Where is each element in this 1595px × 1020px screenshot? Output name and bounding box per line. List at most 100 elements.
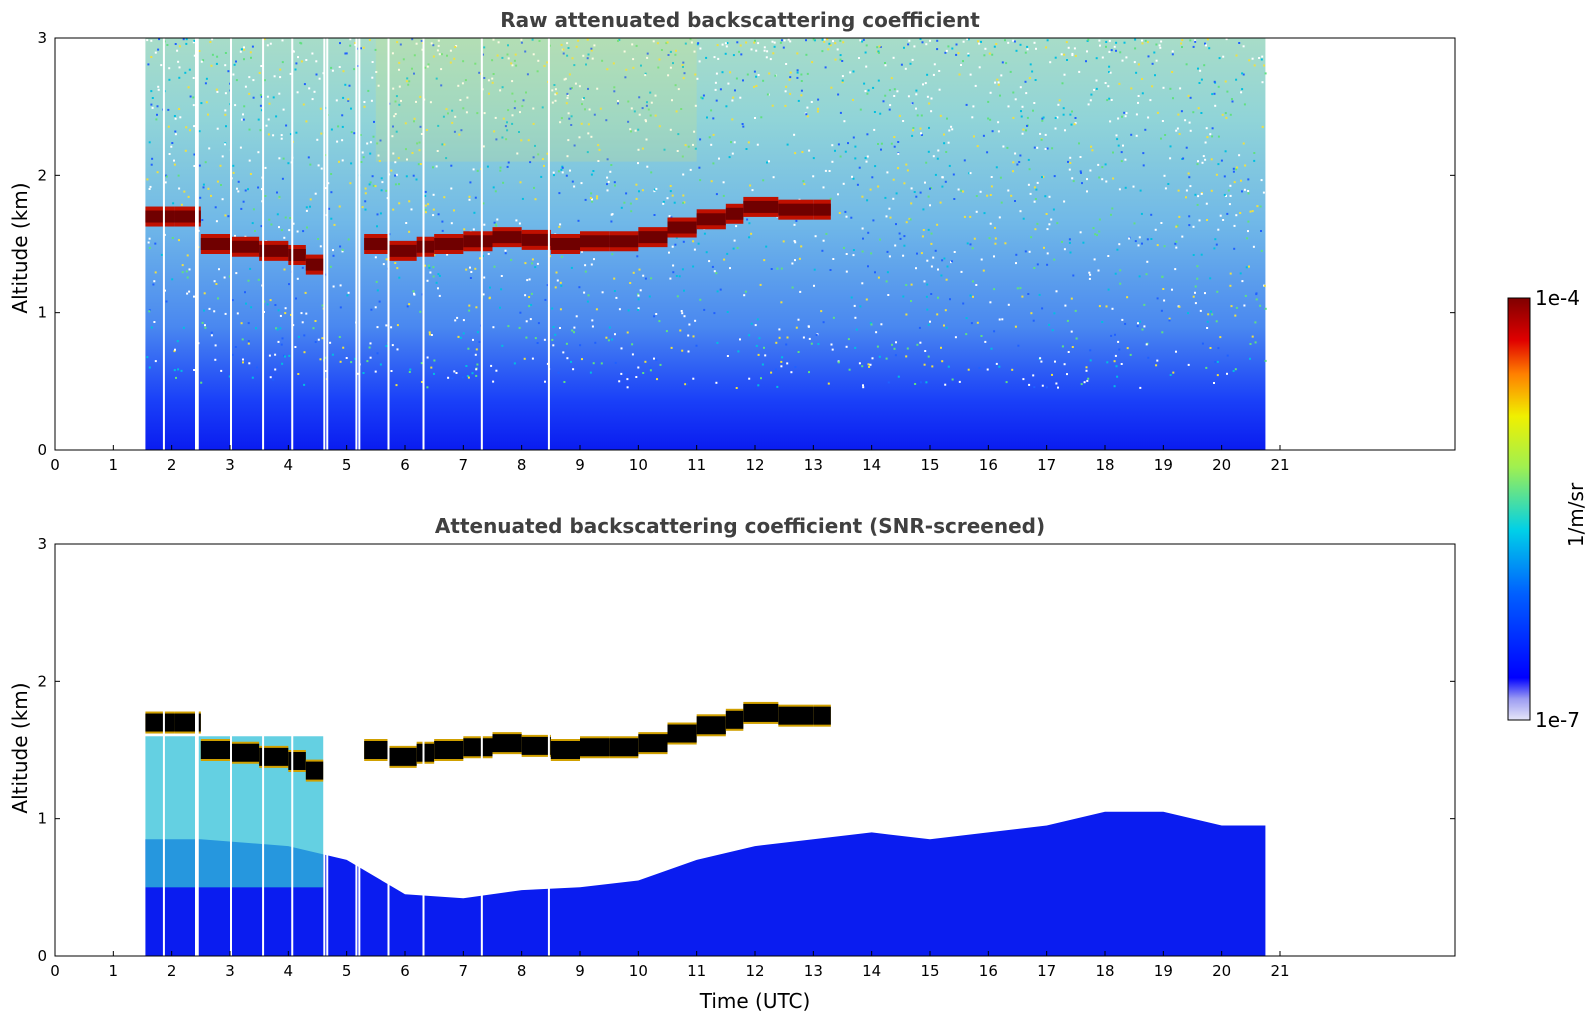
noise-speckle-dot	[524, 262, 527, 265]
noise-speckle-dot	[347, 238, 350, 241]
noise-speckle-dot	[644, 72, 647, 75]
noise-speckle-dot	[491, 59, 494, 62]
noise-speckle-dot	[864, 51, 867, 54]
x-tick-label: 7	[459, 962, 469, 980]
noise-speckle-dot	[1160, 222, 1163, 224]
noise-speckle-dot	[949, 298, 951, 301]
noise-speckle-dot	[1125, 112, 1128, 115]
noise-speckle-dot	[1086, 39, 1089, 42]
noise-speckle-dot	[821, 50, 824, 53]
noise-speckle-dot	[296, 91, 299, 94]
noise-speckle-dot	[915, 107, 917, 110]
noise-speckle-dot	[839, 111, 842, 114]
noise-speckle-dot	[1137, 244, 1140, 247]
noise-speckle-dot	[415, 100, 417, 103]
noise-speckle-dot	[476, 363, 479, 366]
cloud-layer-core	[609, 235, 639, 248]
noise-speckle-dot	[1086, 190, 1088, 193]
noise-speckle-dot	[1200, 78, 1203, 81]
noise-speckle-dot	[1251, 57, 1254, 60]
noise-speckle-dot	[406, 77, 409, 80]
noise-speckle-dot	[687, 350, 690, 353]
noise-speckle-dot	[676, 295, 679, 298]
noise-speckle-dot	[862, 38, 865, 41]
noise-speckle-dot	[929, 187, 931, 190]
noise-speckle-dot	[854, 316, 857, 319]
noise-speckle-dot	[1125, 56, 1128, 59]
noise-speckle-dot	[646, 101, 648, 104]
noise-speckle-dot	[926, 283, 929, 286]
noise-speckle-dot	[1093, 258, 1096, 261]
noise-speckle-dot	[586, 38, 589, 41]
noise-speckle-dot	[580, 122, 583, 125]
noise-speckle-dot	[193, 369, 196, 371]
noise-speckle-dot	[962, 60, 964, 63]
noise-speckle-dot	[457, 84, 460, 87]
noise-speckle-dot	[1063, 363, 1066, 366]
noise-speckle-dot	[487, 253, 490, 255]
noise-speckle-dot	[1109, 71, 1112, 74]
noise-speckle-dot	[259, 104, 262, 107]
noise-speckle-dot	[1164, 134, 1167, 136]
noise-speckle-dot	[353, 132, 356, 135]
noise-speckle-dot	[399, 43, 402, 46]
noise-speckle-dot	[344, 83, 347, 86]
noise-speckle-dot	[518, 326, 521, 329]
noise-speckle-dot	[967, 54, 970, 57]
noise-speckle-dot	[1065, 41, 1068, 44]
noise-speckle-dot	[614, 333, 616, 336]
noise-speckle-dot	[596, 87, 599, 90]
x-tick-label: 9	[575, 962, 585, 980]
noise-speckle-dot	[1210, 158, 1213, 161]
noise-speckle-dot	[528, 278, 531, 281]
noise-speckle-dot	[816, 110, 819, 113]
noise-speckle-dot	[570, 115, 573, 118]
noise-speckle-dot	[458, 133, 461, 136]
noise-speckle-dot	[297, 56, 299, 59]
noise-speckle-dot	[695, 344, 698, 347]
noise-speckle-dot	[483, 112, 486, 115]
noise-speckle-dot	[249, 51, 252, 54]
noise-speckle-dot	[475, 306, 478, 309]
noise-speckle-dot	[537, 59, 540, 62]
noise-speckle-dot	[205, 101, 208, 104]
noise-speckle-dot	[1150, 238, 1153, 240]
noise-speckle-dot	[555, 271, 558, 274]
noise-speckle-dot	[551, 89, 554, 92]
noise-speckle-dot	[391, 52, 394, 55]
noise-speckle-dot	[989, 301, 992, 304]
noise-speckle-dot	[146, 39, 149, 42]
snr-screened-backscatter-panel: Attenuated backscattering coefficient (S…	[8, 514, 1456, 1013]
noise-speckle-dot	[945, 278, 948, 281]
noise-speckle-dot	[249, 267, 252, 270]
noise-speckle-dot	[309, 205, 311, 208]
noise-speckle-dot	[411, 152, 414, 154]
noise-speckle-dot	[967, 52, 970, 55]
noise-speckle-dot	[944, 51, 947, 54]
noise-speckle-dot	[1041, 119, 1044, 122]
noise-speckle-dot	[559, 121, 562, 124]
noise-speckle-dot	[395, 95, 398, 98]
noise-speckle-dot	[1205, 44, 1207, 47]
noise-speckle-dot	[476, 331, 479, 334]
noise-speckle-dot	[1110, 334, 1113, 337]
noise-speckle-dot	[440, 53, 443, 56]
noise-speckle-dot	[692, 377, 695, 380]
cloud-layer-segment	[387, 747, 417, 766]
noise-speckle-dot	[347, 99, 350, 102]
noise-speckle-dot	[1109, 120, 1112, 123]
noise-speckle-dot	[453, 209, 455, 212]
noise-speckle-dot	[957, 188, 960, 191]
noise-speckle-dot	[1247, 220, 1250, 223]
noise-speckle-dot	[1179, 87, 1182, 90]
noise-speckle-dot	[565, 174, 568, 177]
noise-speckle-dot	[1121, 59, 1124, 62]
noise-speckle-dot	[339, 360, 342, 363]
noise-speckle-dot	[795, 219, 798, 222]
noise-speckle-dot	[188, 68, 191, 71]
noise-speckle-dot	[786, 336, 789, 339]
x-tick-label: 0	[50, 962, 60, 980]
noise-speckle-dot	[783, 39, 786, 42]
noise-speckle-dot	[247, 279, 250, 282]
noise-speckle-dot	[306, 226, 308, 229]
